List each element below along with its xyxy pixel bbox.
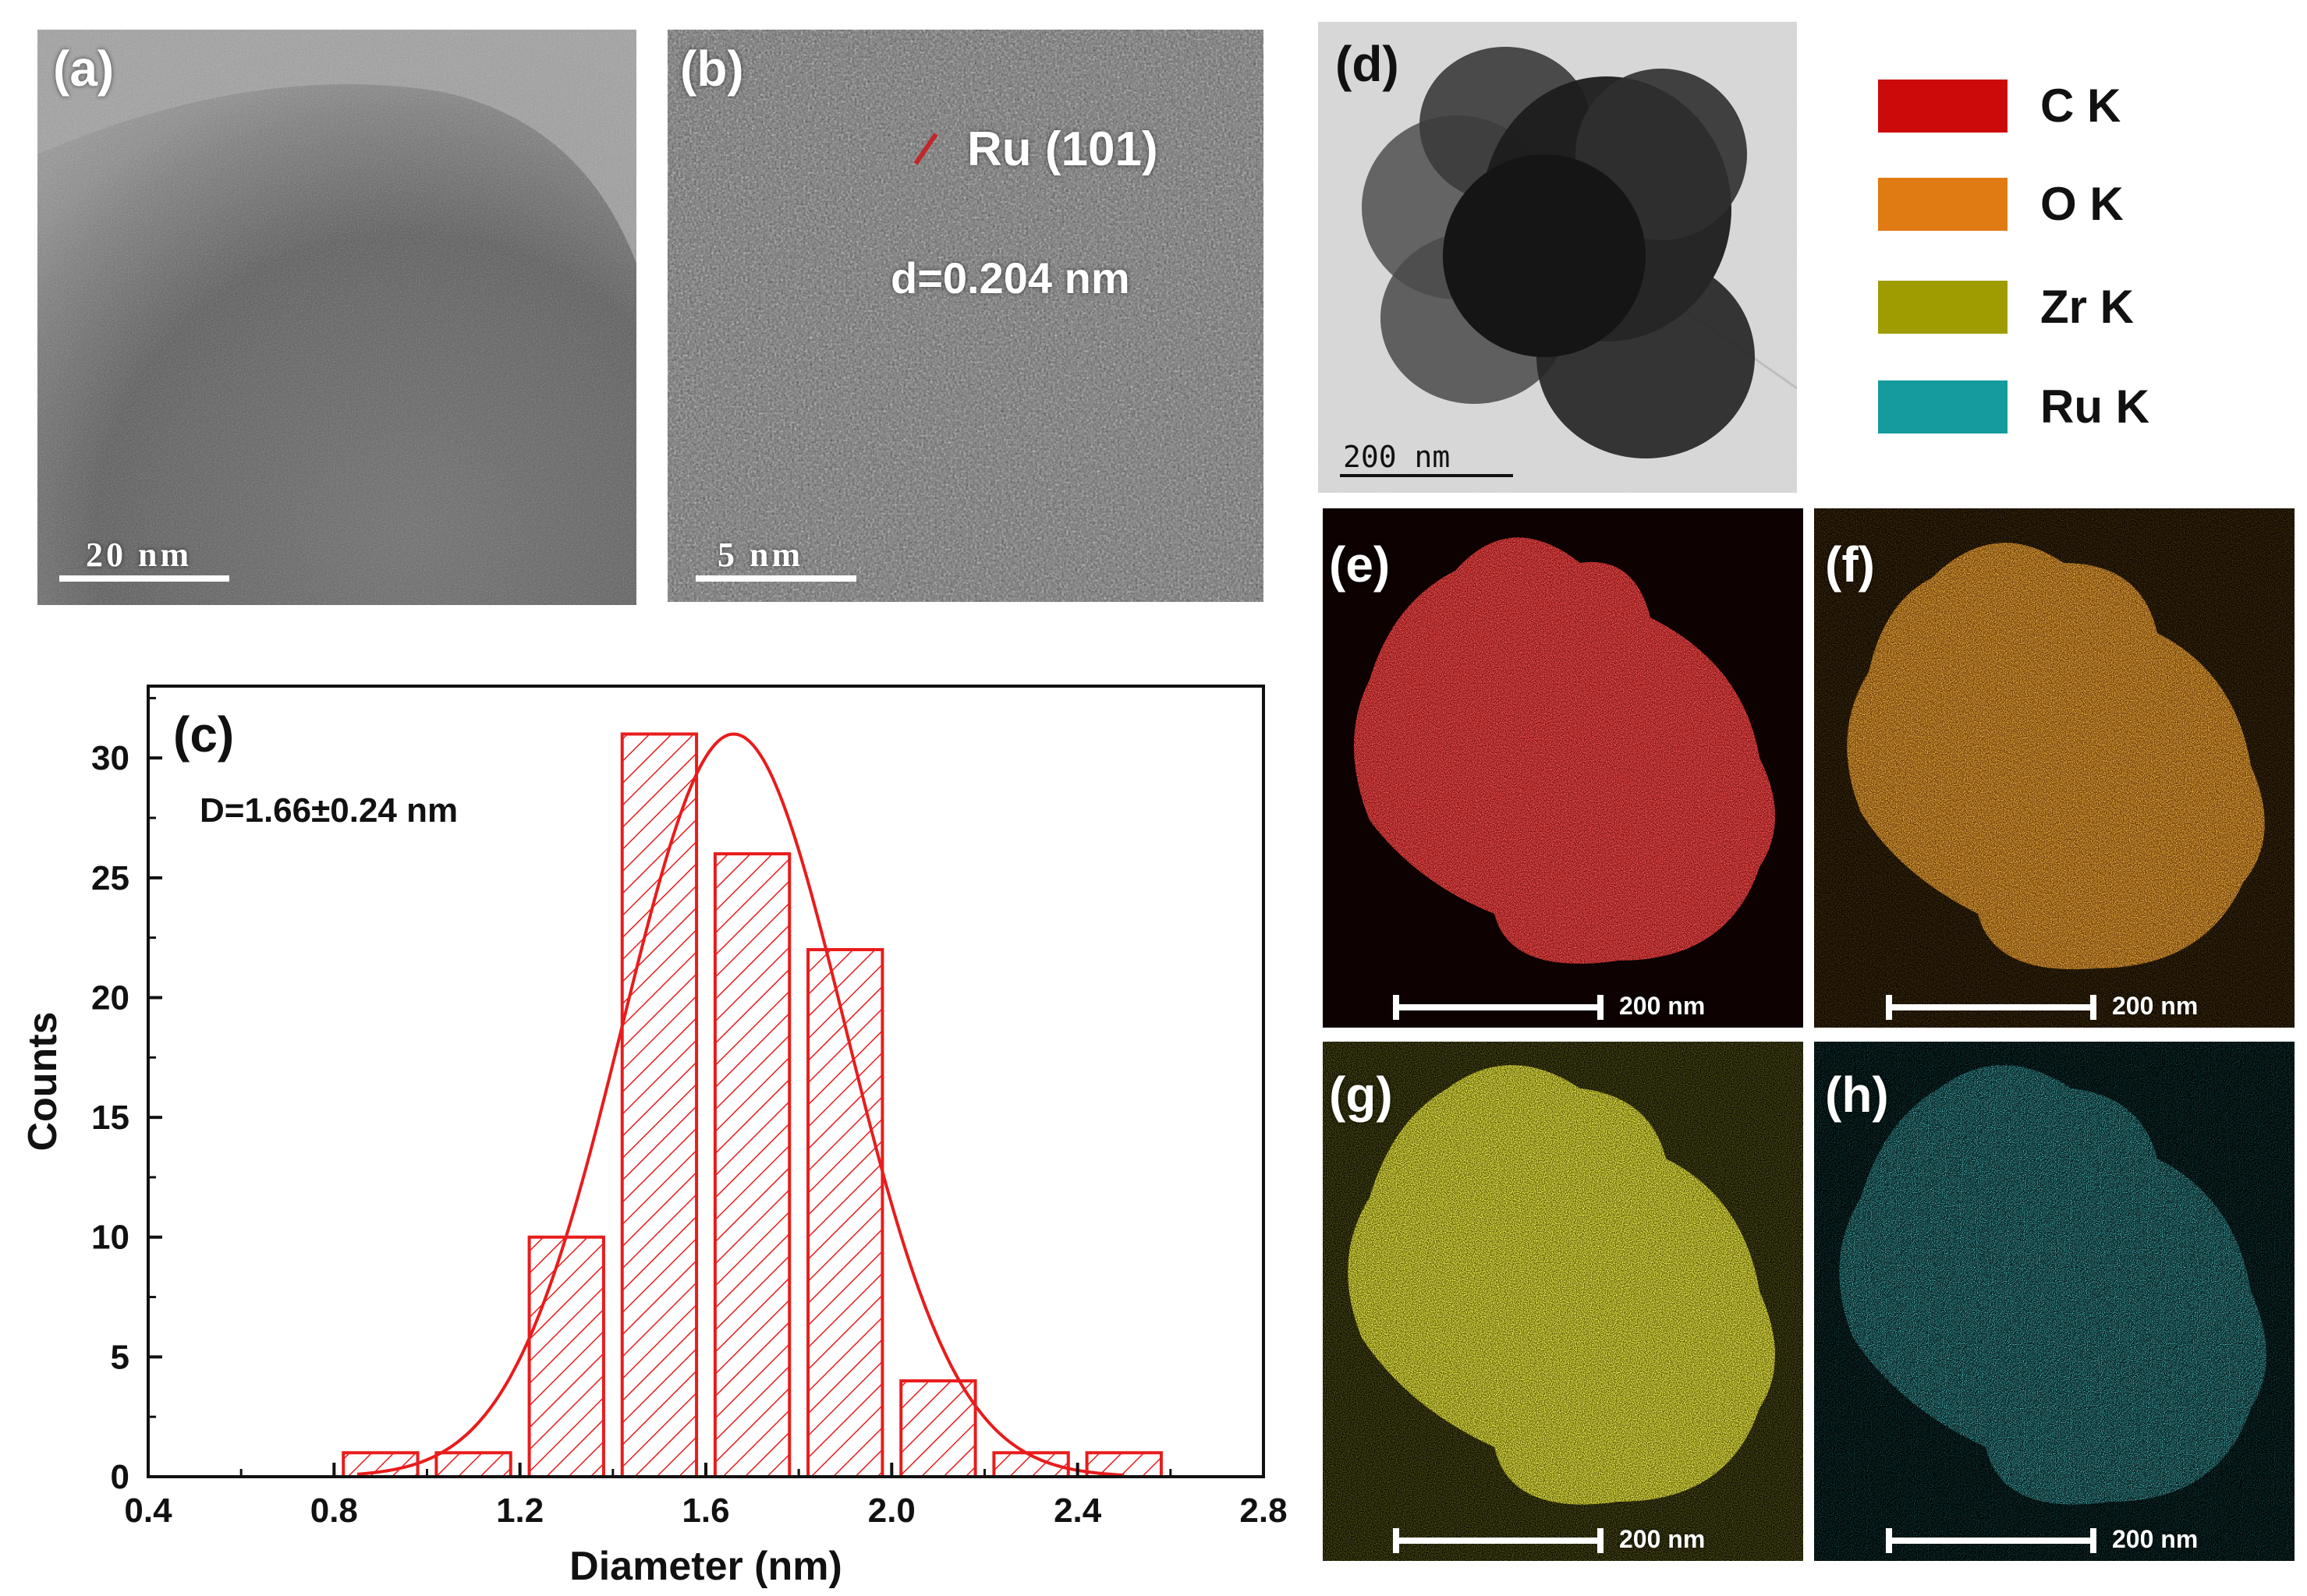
hrtem-micrograph-b [668, 30, 1263, 602]
lattice-fringe-marker [913, 133, 938, 165]
scale-bar-f-cap-right [2090, 995, 2096, 1020]
scale-bar-a [59, 575, 229, 582]
panel-label-b: (b) [680, 41, 744, 97]
x-tick-label-2: 1.2 [496, 1492, 544, 1530]
scale-bar-f-cap-left [1886, 995, 1892, 1020]
x-tick-label-3: 1.6 [682, 1492, 729, 1530]
x-tick-label-1: 0.8 [310, 1492, 358, 1530]
histogram-bar-2 [527, 1235, 605, 1479]
y-tick-label-1: 5 [111, 1338, 129, 1376]
y-tick-label-2: 10 [91, 1219, 129, 1257]
legend-swatch-ru [1878, 380, 2008, 434]
eds-map-e: (e) 200 nm [1323, 508, 1803, 1028]
scale-bar-e-cap-right [1597, 995, 1604, 1020]
scale-bar-h-cap-left [1886, 1528, 1892, 1553]
scale-bar-g-cap-left [1393, 1528, 1399, 1553]
x-tick-label-6: 2.8 [1239, 1492, 1287, 1530]
diameter-histogram: 0.4 0.8 1.2 1.6 2.0 2.4 2.8 0 5 10 15 20 25 30 Diamete… [20, 685, 1288, 1589]
lattice-plane-label: Ru (101) [967, 122, 1158, 176]
y-tick-label-0: 0 [111, 1458, 129, 1496]
histogram-bar-3 [620, 732, 699, 1479]
histogram-panel-c: 0.4 0.8 1.2 1.6 2.0 2.4 2.8 0 5 10 15 20 25 30 Diamete… [0, 655, 1295, 1596]
panel-label-e: (e) [1329, 536, 1391, 593]
panel-label-a: (a) [53, 41, 115, 97]
scale-bar-e-cap-left [1393, 995, 1399, 1020]
histogram-bar-4 [713, 852, 792, 1479]
scale-label-h: 200 nm [2112, 1525, 2199, 1553]
legend-label-ru: Ru K [2040, 380, 2149, 433]
ruthenium-map-h [1814, 1042, 2295, 1561]
scale-bar-h-cap-right [2090, 1528, 2096, 1553]
mean-diameter-annotation: D=1.66±0.24 nm [200, 791, 458, 830]
y-tick-label-6: 30 [91, 739, 129, 777]
histogram-bar-1 [434, 1451, 512, 1478]
d-spacing-label: d=0.204 nm [891, 253, 1130, 303]
tem-micrograph-d [1318, 22, 1797, 493]
scale-bar-b [696, 575, 856, 582]
scale-bar-f [1886, 1004, 2096, 1010]
panel-label-f: (f) [1825, 536, 1875, 593]
y-tick-label-5: 25 [91, 859, 129, 897]
panel-label-g: (g) [1329, 1067, 1393, 1123]
scale-bar-g-cap-right [1597, 1528, 1604, 1553]
x-tick-label-4: 2.0 [868, 1492, 916, 1530]
y-tick-label-4: 20 [91, 978, 129, 1017]
scale-label-e: 200 nm [1619, 992, 1706, 1020]
eds-map-g: (g) 200 nm [1323, 1042, 1803, 1561]
legend-label-zr: Zr K [2040, 281, 2134, 333]
legend-item-zr: Zr K [1878, 281, 2206, 337]
legend-swatch-zr [1878, 281, 2008, 334]
particle-cluster [1362, 47, 1755, 458]
y-axis-label: Counts [20, 1011, 66, 1151]
panel-label-c: (c) [173, 706, 234, 763]
tem-micrograph-a [37, 30, 636, 605]
histogram-bar-5 [806, 948, 884, 1478]
x-tick-label-5: 2.4 [1054, 1492, 1102, 1530]
scale-label-f: 200 nm [2112, 992, 2199, 1020]
panel-label-h: (h) [1825, 1067, 1889, 1123]
legend-item-ru: Ru K [1878, 380, 2206, 437]
legend-item-o: O K [1878, 178, 2206, 234]
gaussian-fit-curve [356, 732, 1125, 1477]
x-tick-label-0: 0.4 [124, 1492, 172, 1530]
scale-label-a: 20 nm [86, 536, 193, 574]
y-tick-label-3: 15 [91, 1099, 129, 1137]
carbon-map-e [1323, 508, 1803, 1028]
histogram-bar-6 [899, 1379, 977, 1478]
legend-swatch-c [1878, 80, 2008, 133]
legend-label-o: O K [2040, 178, 2124, 230]
eds-map-f: (f) 200 nm [1814, 508, 2295, 1028]
oxygen-map-f [1814, 508, 2295, 1028]
scale-label-g: 200 nm [1619, 1525, 1706, 1553]
tem-image-a: (a) 20 nm [37, 30, 636, 605]
scale-bar-d [1340, 474, 1513, 477]
panel-label-d: (d) [1335, 36, 1399, 92]
legend-item-c: C K [1878, 80, 2206, 136]
scale-bar-h [1886, 1538, 2096, 1544]
tem-image-d: (d) 200 nm [1318, 22, 1797, 493]
scale-bar-g [1393, 1538, 1604, 1544]
scale-label-d: 200 nm [1343, 440, 1451, 474]
eds-map-h: (h) 200 nm [1814, 1042, 2295, 1561]
zirconium-map-g [1323, 1042, 1803, 1561]
x-axis-label: Diameter (nm) [569, 1544, 842, 1589]
legend-swatch-o [1878, 178, 2008, 231]
legend-label-c: C K [2040, 80, 2121, 132]
scale-bar-e [1393, 1004, 1604, 1010]
scale-label-b: 5 nm [718, 536, 804, 574]
hrtem-image-b: (b) Ru (101) d=0.204 nm 5 nm [668, 30, 1263, 602]
